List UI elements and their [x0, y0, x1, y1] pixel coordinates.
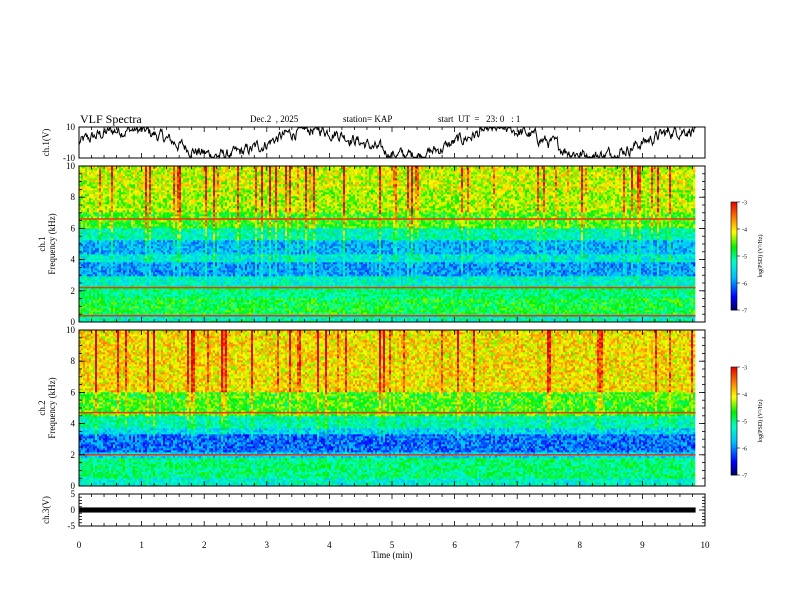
x-tick-label: 7: [515, 540, 520, 550]
x-tick-label: 10: [701, 540, 711, 550]
colorbar-tick-label: -6: [742, 447, 747, 453]
x-tick-label: 2: [202, 540, 207, 550]
x-tick-label: 0: [77, 540, 82, 550]
y-tick-label: 2: [71, 450, 76, 460]
x-tick-label: 9: [640, 540, 645, 550]
x-tick-label: 5: [390, 540, 395, 550]
colorbar-2: -3 -4 -5 -6 -7 log(PSD) (V²/Hz): [731, 366, 764, 480]
y-tick-label: 6: [71, 223, 76, 233]
y-axis-label: ch.1: [37, 236, 47, 251]
x-tick-label: 8: [578, 540, 583, 550]
start-time-label: start UT = 23: 0 : 1: [438, 114, 520, 124]
colorbar-tick-label: -5: [742, 255, 747, 261]
colorbar-tick-label: -5: [742, 420, 747, 426]
colorbar-1: -3 -4 -5 -6 -7 log(PSD) (V²/Hz): [731, 201, 764, 315]
y-tick-label: 2: [71, 286, 76, 296]
colorbar-tick-label: -3: [742, 366, 747, 372]
y-tick-label: -5: [68, 521, 76, 531]
x-tick-label: 4: [327, 540, 332, 550]
x-tick-label: 1: [139, 540, 144, 550]
colorbar-tick-label: -7: [742, 474, 747, 480]
y-tick-label: 8: [71, 192, 76, 202]
y-axis-label: ch.1(V): [41, 129, 51, 157]
ch3-panel: 5 0 -5 ch.3(V): [41, 489, 705, 531]
ch1-waveform-line: [79, 128, 696, 157]
y-tick-label: 4: [71, 255, 76, 265]
time-axis: 0 1 2 3 4 5 6 7 8 9 10 Time (min): [77, 540, 710, 560]
y-tick-label: 10: [66, 325, 76, 335]
colorbar-label: log(PSD) (V²/Hz): [757, 235, 764, 278]
figure-title: VLF Spectra: [80, 112, 142, 127]
y-tick-label: 10: [66, 161, 76, 171]
y-tick-label: 0: [71, 505, 76, 515]
y-tick-label: 4: [71, 419, 76, 429]
y-tick-label: 6: [71, 387, 76, 397]
y-axis-label: ch.2: [37, 400, 47, 415]
colorbar-tick-label: -6: [742, 282, 747, 288]
colorbar-tick-label: -7: [742, 309, 747, 315]
ch3-signal-band: [79, 507, 696, 512]
colorbar-tick-label: -4: [742, 228, 747, 234]
x-axis-label: Time (min): [372, 550, 413, 560]
y-axis-label: Frequency (kHz): [47, 377, 57, 438]
vlf-spectra-figure: 10-10ch.1(V) 0246810ch.1 Frequency (kHz) …: [0, 0, 792, 612]
y-tick-label: 10: [66, 122, 76, 132]
y-tick-label: 5: [71, 489, 76, 499]
x-tick-label: 3: [265, 540, 270, 550]
y-tick-label: 8: [71, 356, 76, 366]
station-label: station= KAP: [343, 114, 392, 124]
colorbar-label: log(PSD) (V²/Hz): [757, 400, 764, 443]
date-label: Dec.2 , 2025: [250, 114, 298, 124]
x-tick-label: 6: [452, 540, 457, 550]
colorbar-tick-label: -3: [742, 201, 747, 207]
y-axis-label: Frequency (kHz): [47, 213, 57, 274]
colorbar-tick-label: -4: [742, 393, 747, 399]
y-axis-label: ch.3(V): [41, 496, 51, 524]
